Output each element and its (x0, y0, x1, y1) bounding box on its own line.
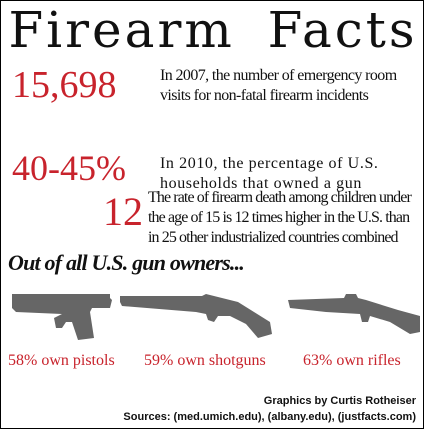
fact-desc-line: in 25 other industrialized countries com… (148, 229, 399, 246)
subhead: Out of all U.S. gun owners... (8, 250, 245, 275)
fact-desc-household-ownership: In 2010, the percentage of U.S. househol… (160, 154, 379, 194)
fact-desc-line: households that owned a gun (160, 175, 362, 192)
fact-stat-household-ownership: 40-45% (12, 148, 126, 188)
shotgun-icon (120, 294, 272, 338)
fact-stat-child-death-rate: 12 (103, 189, 143, 234)
fact-stat-emergency-visits: 15,698 (12, 64, 117, 106)
caption-shotguns: 59% own shotguns (144, 352, 266, 369)
caption-pistols: 58% own pistols (8, 352, 115, 369)
caption-rifles: 63% own rifles (303, 352, 401, 369)
fact-desc-line: In 2007, the number of emergency room (160, 67, 397, 84)
fact-desc-line: visits for non-fatal firearm incidents (160, 87, 369, 104)
credit-byline: Graphics by Curtis Rotheiser (263, 395, 416, 407)
rifle-icon (288, 294, 420, 334)
fact-desc-child-death-rate: The rate of firearm death among children… (148, 188, 412, 248)
page-title: Firearm Facts (8, 1, 418, 59)
credit-sources: Sources: (med.umich.edu), (albany.edu), … (123, 411, 416, 423)
pistol-icon (12, 294, 112, 340)
fact-desc-line: In 2010, the percentage of U.S. (160, 155, 379, 172)
fact-desc-emergency-visits: In 2007, the number of emergency room vi… (160, 66, 397, 106)
fact-desc-line: The rate of firearm death among children… (148, 189, 412, 206)
fact-desc-line: the age of 15 is 12 times higher in the … (148, 209, 410, 226)
